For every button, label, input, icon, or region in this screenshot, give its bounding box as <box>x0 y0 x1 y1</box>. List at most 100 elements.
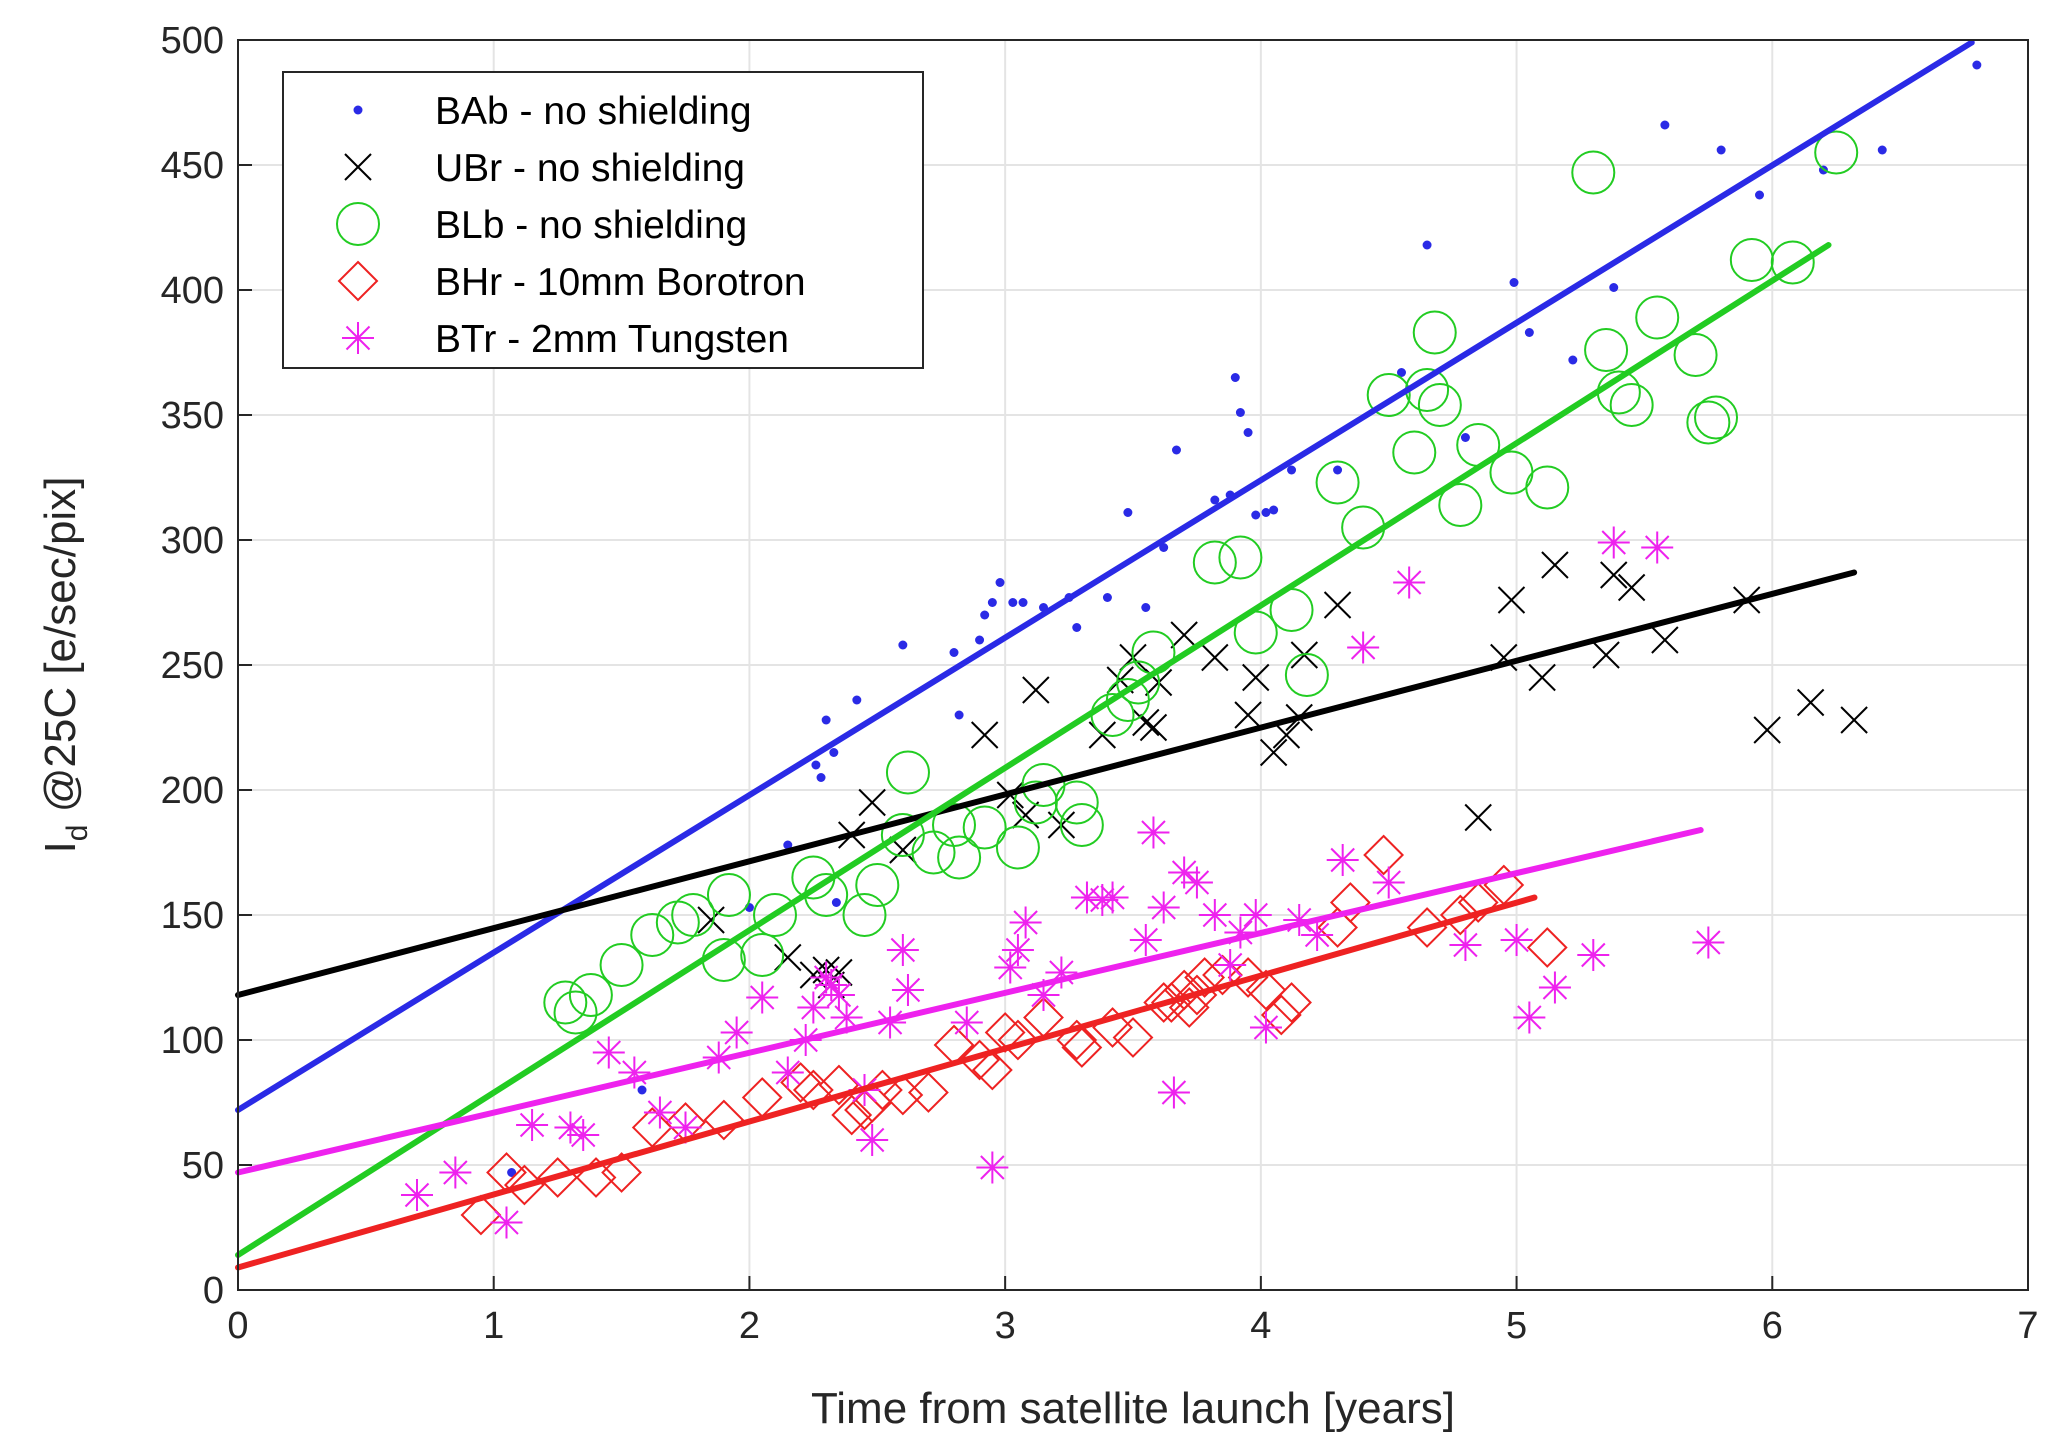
data-point <box>1796 688 1825 717</box>
x-axis-label: Time from satellite launch [years] <box>811 1384 1455 1433</box>
data-point <box>1464 803 1492 832</box>
data-point <box>697 906 725 934</box>
data-point <box>932 803 976 847</box>
data-point <box>637 1085 647 1095</box>
data-point <box>1259 738 1288 767</box>
data-point <box>1406 907 1448 948</box>
data-point <box>1417 383 1462 427</box>
data-point <box>1393 566 1426 599</box>
data-point <box>1592 641 1620 669</box>
data-point <box>1141 603 1151 612</box>
data-point <box>1509 278 1519 287</box>
y-tick-label: 350 <box>161 395 224 437</box>
data-point <box>1609 383 1654 427</box>
fit-line-series-2 <box>235 242 1832 1258</box>
data-point <box>1329 882 1371 923</box>
legend-item: UBr - no shielding <box>344 147 745 190</box>
data-point <box>1159 543 1169 552</box>
data-point <box>1577 939 1610 971</box>
data-point <box>568 973 613 1017</box>
data-point <box>1497 586 1526 614</box>
data-point <box>1366 373 1411 417</box>
data-point <box>815 969 848 1001</box>
y-axis-label-sub: d <box>61 825 94 842</box>
legend-item: BTr - 2mm Tungsten <box>342 318 789 361</box>
legend-box <box>282 71 924 369</box>
x-tick-label: 3 <box>995 1305 1016 1347</box>
data-point <box>1242 663 1270 692</box>
data-point <box>811 760 821 770</box>
data-point <box>1363 834 1405 876</box>
data-point <box>1449 929 1482 961</box>
series-4-points <box>401 526 1725 1239</box>
data-point <box>858 788 886 817</box>
data-point <box>1326 844 1359 876</box>
data-point <box>1840 706 1868 734</box>
data-point <box>1116 660 1161 705</box>
data-point <box>771 1056 804 1089</box>
data-point <box>962 805 1007 850</box>
data-point <box>1422 240 1432 250</box>
data-point <box>1568 355 1578 365</box>
data-point <box>949 648 959 657</box>
legend-label: BAb - no shielding <box>435 90 752 133</box>
data-point <box>671 893 716 937</box>
data-point <box>1249 1011 1282 1044</box>
data-point <box>720 1016 753 1049</box>
data-point <box>1143 982 1185 1023</box>
y-tick-label: 150 <box>161 895 224 937</box>
data-point <box>553 990 598 1035</box>
data-point <box>740 933 785 977</box>
x-tick-label: 2 <box>739 1305 760 1347</box>
data-point <box>1641 531 1674 564</box>
data-point <box>1617 573 1646 602</box>
data-point <box>1694 395 1739 440</box>
legend-item: BLb - no shielding <box>336 202 747 247</box>
fit-lines <box>235 39 1975 1271</box>
y-tick-label: 50 <box>182 1145 224 1187</box>
data-point <box>1112 1017 1154 1058</box>
data-point <box>1163 969 1205 1011</box>
data-point <box>997 1019 1039 1061</box>
data-point <box>1538 971 1571 1004</box>
data-point <box>971 1049 1013 1091</box>
data-point <box>1438 483 1483 527</box>
y-tick-label: 0 <box>203 1270 224 1312</box>
fit-line-series-1 <box>235 569 1858 998</box>
legend-marker <box>337 260 379 302</box>
y-tick-label: 300 <box>161 520 224 562</box>
data-point <box>1571 150 1616 195</box>
data-point <box>1137 816 1170 849</box>
data-point <box>1513 1001 1546 1034</box>
x-axis-ticks: 0 1 2 3 4 5 6 7 <box>227 1276 2039 1347</box>
data-point <box>1022 676 1050 704</box>
data-point <box>908 1072 949 1113</box>
y-tick-label: 450 <box>161 145 224 187</box>
data-point <box>829 748 839 757</box>
data-point <box>1210 495 1220 505</box>
data-point <box>1261 508 1271 517</box>
data-point <box>1651 626 1679 654</box>
data-point <box>783 840 793 850</box>
data-point <box>401 1179 433 1211</box>
data-point <box>1171 445 1181 455</box>
y-tick-label: 400 <box>161 270 224 312</box>
data-point <box>1184 957 1226 998</box>
data-point <box>1524 328 1534 337</box>
data-point <box>630 913 675 957</box>
data-point <box>1525 465 1570 510</box>
data-point <box>1686 400 1731 445</box>
data-point <box>1600 561 1628 589</box>
data-point <box>810 961 843 994</box>
data-point <box>1269 505 1279 515</box>
legend-item: BAb - no shielding <box>353 90 752 133</box>
data-point <box>503 1164 545 1206</box>
data-point <box>1460 433 1470 442</box>
legend-marker <box>344 153 372 181</box>
data-point <box>1597 526 1630 559</box>
data-point <box>1230 373 1240 382</box>
data-point <box>937 835 982 880</box>
data-point <box>1755 190 1764 200</box>
data-point <box>1139 713 1168 742</box>
